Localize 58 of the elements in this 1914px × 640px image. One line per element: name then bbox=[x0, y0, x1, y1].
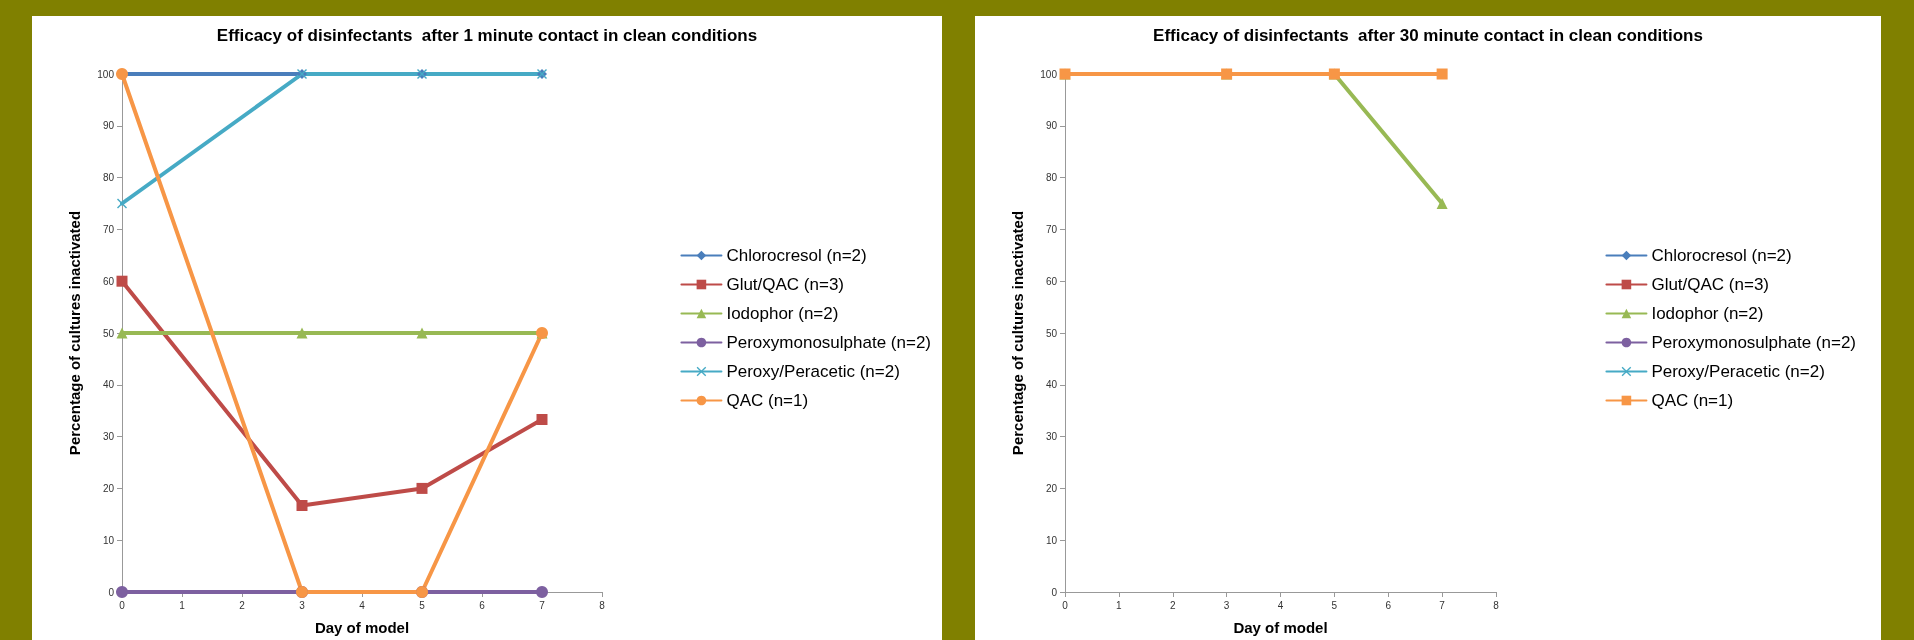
y-tick-label: 0 bbox=[108, 586, 115, 598]
x-tick-label: 7 bbox=[1439, 599, 1446, 611]
x-tick-label: 0 bbox=[119, 599, 126, 611]
y-tick-label: 80 bbox=[102, 172, 115, 184]
x-tick-label: 5 bbox=[419, 599, 426, 611]
y-tick-label: 100 bbox=[1040, 68, 1058, 80]
y-tick-label: 20 bbox=[1045, 482, 1058, 494]
x-tick-label: 8 bbox=[1493, 599, 1500, 611]
y-tick-label: 80 bbox=[1045, 172, 1058, 184]
y-tick-label: 70 bbox=[1045, 223, 1058, 235]
legend-label: Chlorocresol (n=2) bbox=[1651, 246, 1792, 265]
chart-title: Efficacy of disinfectants after 30 minute contact in clean conditions bbox=[1153, 26, 1703, 45]
x-tick-label: 1 bbox=[1116, 599, 1123, 611]
legend-label: Chlorocresol (n=2) bbox=[726, 246, 867, 265]
y-tick-label: 0 bbox=[1051, 586, 1058, 598]
x-tick-label: 6 bbox=[479, 599, 486, 611]
legend-label: Glut/QAC (n=3) bbox=[1651, 275, 1770, 294]
x-tick-label: 1 bbox=[179, 599, 186, 611]
y-tick-label: 40 bbox=[102, 379, 115, 391]
x-tick-label: 5 bbox=[1331, 599, 1338, 611]
y-axis-title: Percentage of cultures inactivated bbox=[1009, 210, 1026, 456]
legend-label: Peroxymonosulphate (n=2) bbox=[1651, 333, 1856, 352]
x-tick-label: 3 bbox=[1223, 599, 1230, 611]
x-tick-label: 7 bbox=[539, 599, 546, 611]
chart-title: Efficacy of disinfectants after 1 minute contact in clean conditions bbox=[216, 26, 758, 45]
y-tick-label: 30 bbox=[1045, 431, 1058, 443]
legend-label: Iodophor (n=2) bbox=[726, 304, 839, 323]
legend-label: Iodophor (n=2) bbox=[1651, 304, 1764, 323]
y-tick-label: 10 bbox=[102, 534, 115, 546]
legend-label: Peroxy/Peracetic (n=2) bbox=[726, 362, 900, 381]
x-tick-label: 6 bbox=[1385, 599, 1392, 611]
legend-label: Peroxy/Peracetic (n=2) bbox=[1651, 362, 1825, 381]
x-axis-title: Day of model bbox=[1233, 619, 1328, 636]
y-tick-label: 60 bbox=[1045, 275, 1058, 287]
y-axis-title: Percentage of cultures inactivated bbox=[66, 210, 83, 456]
x-axis-title: Day of model bbox=[314, 619, 410, 636]
y-tick-label: 50 bbox=[1045, 327, 1058, 339]
legend-label: QAC (n=1) bbox=[1651, 391, 1734, 410]
x-tick-label: 2 bbox=[239, 599, 246, 611]
legend-label: Glut/QAC (n=3) bbox=[726, 275, 845, 294]
x-tick-label: 0 bbox=[1062, 599, 1069, 611]
y-tick-label: 20 bbox=[102, 482, 115, 494]
x-tick-label: 3 bbox=[299, 599, 306, 611]
y-tick-label: 10 bbox=[1045, 534, 1058, 546]
x-tick-label: 2 bbox=[1169, 599, 1176, 611]
y-tick-label: 70 bbox=[102, 223, 115, 235]
y-tick-label: 90 bbox=[1045, 120, 1058, 132]
y-tick-label: 50 bbox=[102, 327, 115, 339]
y-tick-label: 60 bbox=[102, 275, 115, 287]
y-tick-label: 90 bbox=[102, 120, 115, 132]
y-tick-label: 40 bbox=[1045, 379, 1058, 391]
legend-label: Peroxymonosulphate (n=2) bbox=[726, 333, 931, 352]
y-tick-label: 30 bbox=[102, 431, 115, 443]
x-tick-label: 4 bbox=[359, 599, 366, 611]
y-tick-label: 100 bbox=[97, 68, 115, 80]
legend-label: QAC (n=1) bbox=[726, 391, 809, 410]
x-tick-label: 8 bbox=[599, 599, 606, 611]
x-tick-label: 4 bbox=[1277, 599, 1284, 611]
